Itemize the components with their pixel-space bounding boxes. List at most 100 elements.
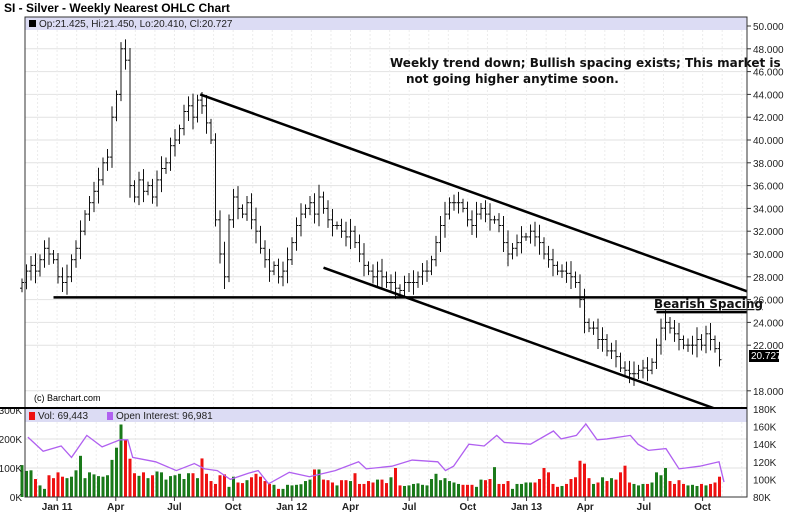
volume-bar: [574, 477, 577, 497]
plot-frame: [24, 16, 748, 498]
volume-bar: [241, 483, 244, 497]
ohlc-bar: [407, 273, 411, 292]
last-price-box: [749, 350, 779, 362]
ohlc-bar: [524, 232, 528, 241]
volume-bar: [443, 478, 447, 497]
ohlc-bar: [150, 178, 155, 204]
price-tick-label: 30.000: [753, 250, 784, 261]
volume-bar: [353, 473, 357, 497]
ohlc-bar: [497, 213, 501, 233]
ohlc-bar: [285, 247, 290, 284]
volume-bar: [83, 478, 87, 497]
ohlc-bar: [375, 261, 380, 287]
price-tick-label: 44.000: [753, 90, 784, 101]
volume-bar: [686, 485, 690, 497]
volume-bar: [322, 479, 325, 497]
annotation-line-2: not going higher anytime soon.: [406, 72, 619, 86]
volume-bar: [394, 468, 397, 497]
ohlc-bar: [456, 191, 461, 214]
volume-bar: [664, 468, 667, 497]
price-tick-label: 32.000: [753, 227, 784, 238]
volume-bar: [529, 482, 532, 497]
volume-bar: [52, 478, 55, 497]
volume-bar: [376, 479, 379, 497]
volume-bar: [137, 475, 141, 497]
volume-bar: [254, 473, 258, 497]
volume-bar: [709, 483, 712, 497]
ohlc-bar: [587, 318, 591, 333]
ohlc-bar: [690, 335, 695, 355]
oi-tick-label: 100K: [753, 475, 777, 486]
ohlc-bar: [663, 310, 668, 341]
volume-bar: [128, 458, 132, 497]
volume-bar: [295, 484, 298, 497]
ohlc-bar: [276, 258, 281, 284]
ohlc-bar: [47, 237, 51, 265]
volume-bar: [286, 484, 289, 497]
ohlc-bar: [308, 195, 312, 216]
ohlc-bar: [137, 171, 141, 206]
volume-bar: [421, 484, 424, 497]
ohlc-bar: [654, 338, 659, 370]
ohlc-bar: [569, 261, 573, 289]
volume-bar: [20, 465, 24, 497]
volume-bar: [628, 482, 631, 497]
volume-bar: [119, 424, 123, 497]
ohlc-bar: [42, 240, 47, 268]
volume-legend-swatch: [29, 412, 35, 420]
ohlc-bar: [573, 271, 578, 288]
volume-bar: [115, 447, 118, 497]
volume-bar: [547, 472, 550, 497]
volume-bar: [682, 483, 685, 497]
ohlc-bar: [87, 195, 92, 221]
ohlc-bar: [555, 261, 560, 276]
volume-bar: [646, 483, 649, 497]
ohlc-bar: [74, 240, 78, 268]
volume-bar: [106, 475, 109, 497]
ohlc-bar: [177, 124, 182, 144]
volume-bar: [452, 482, 456, 497]
price-tick-label: 48.000: [753, 45, 784, 56]
ohlc-bar: [488, 203, 492, 231]
volume-bar: [659, 475, 663, 497]
ohlc-bar: [83, 210, 87, 236]
volume-bar: [583, 463, 586, 497]
ohlc-bar: [452, 194, 456, 211]
volume-bar: [178, 473, 181, 497]
ohlc-bar: [533, 221, 537, 247]
price-tick-label: 24.000: [753, 318, 784, 329]
volume-bar: [614, 479, 618, 497]
ohlc-bar: [582, 288, 587, 334]
volume-bar: [367, 481, 370, 497]
ohlc-bar: [713, 335, 717, 353]
volume-bar: [497, 483, 501, 497]
ohlc-bar: [389, 274, 393, 291]
oi-tick-label: 180K: [753, 405, 777, 416]
volume-bar: [700, 483, 703, 497]
ohlc-bar: [542, 237, 546, 260]
ohlc-bar: [51, 250, 56, 264]
ohlc-bar: [209, 118, 213, 144]
ohlc-bar: [92, 181, 96, 213]
ohlc-bar: [596, 318, 600, 349]
volume-bar: [506, 481, 510, 497]
volume-bar: [101, 476, 105, 497]
ohlc-bar: [227, 214, 231, 283]
volume-bar: [493, 467, 496, 497]
ohlc-bar: [56, 252, 60, 284]
ohlc-bar: [411, 270, 416, 295]
ohlc-bar: [515, 234, 519, 257]
ohlc-bar: [564, 261, 569, 283]
volume-bar: [425, 485, 429, 497]
volume-bar: [358, 483, 361, 497]
ohlc-bar: [146, 181, 150, 196]
price-tick-label: 50.000: [753, 22, 784, 33]
ohlc-bar: [272, 261, 276, 276]
volume-bar: [610, 478, 613, 497]
volume-bar: [340, 480, 343, 497]
volume-bar: [565, 483, 568, 497]
lower-trendline: [323, 266, 748, 422]
volume-bar: [502, 483, 505, 497]
ohlc-bar: [402, 275, 407, 298]
